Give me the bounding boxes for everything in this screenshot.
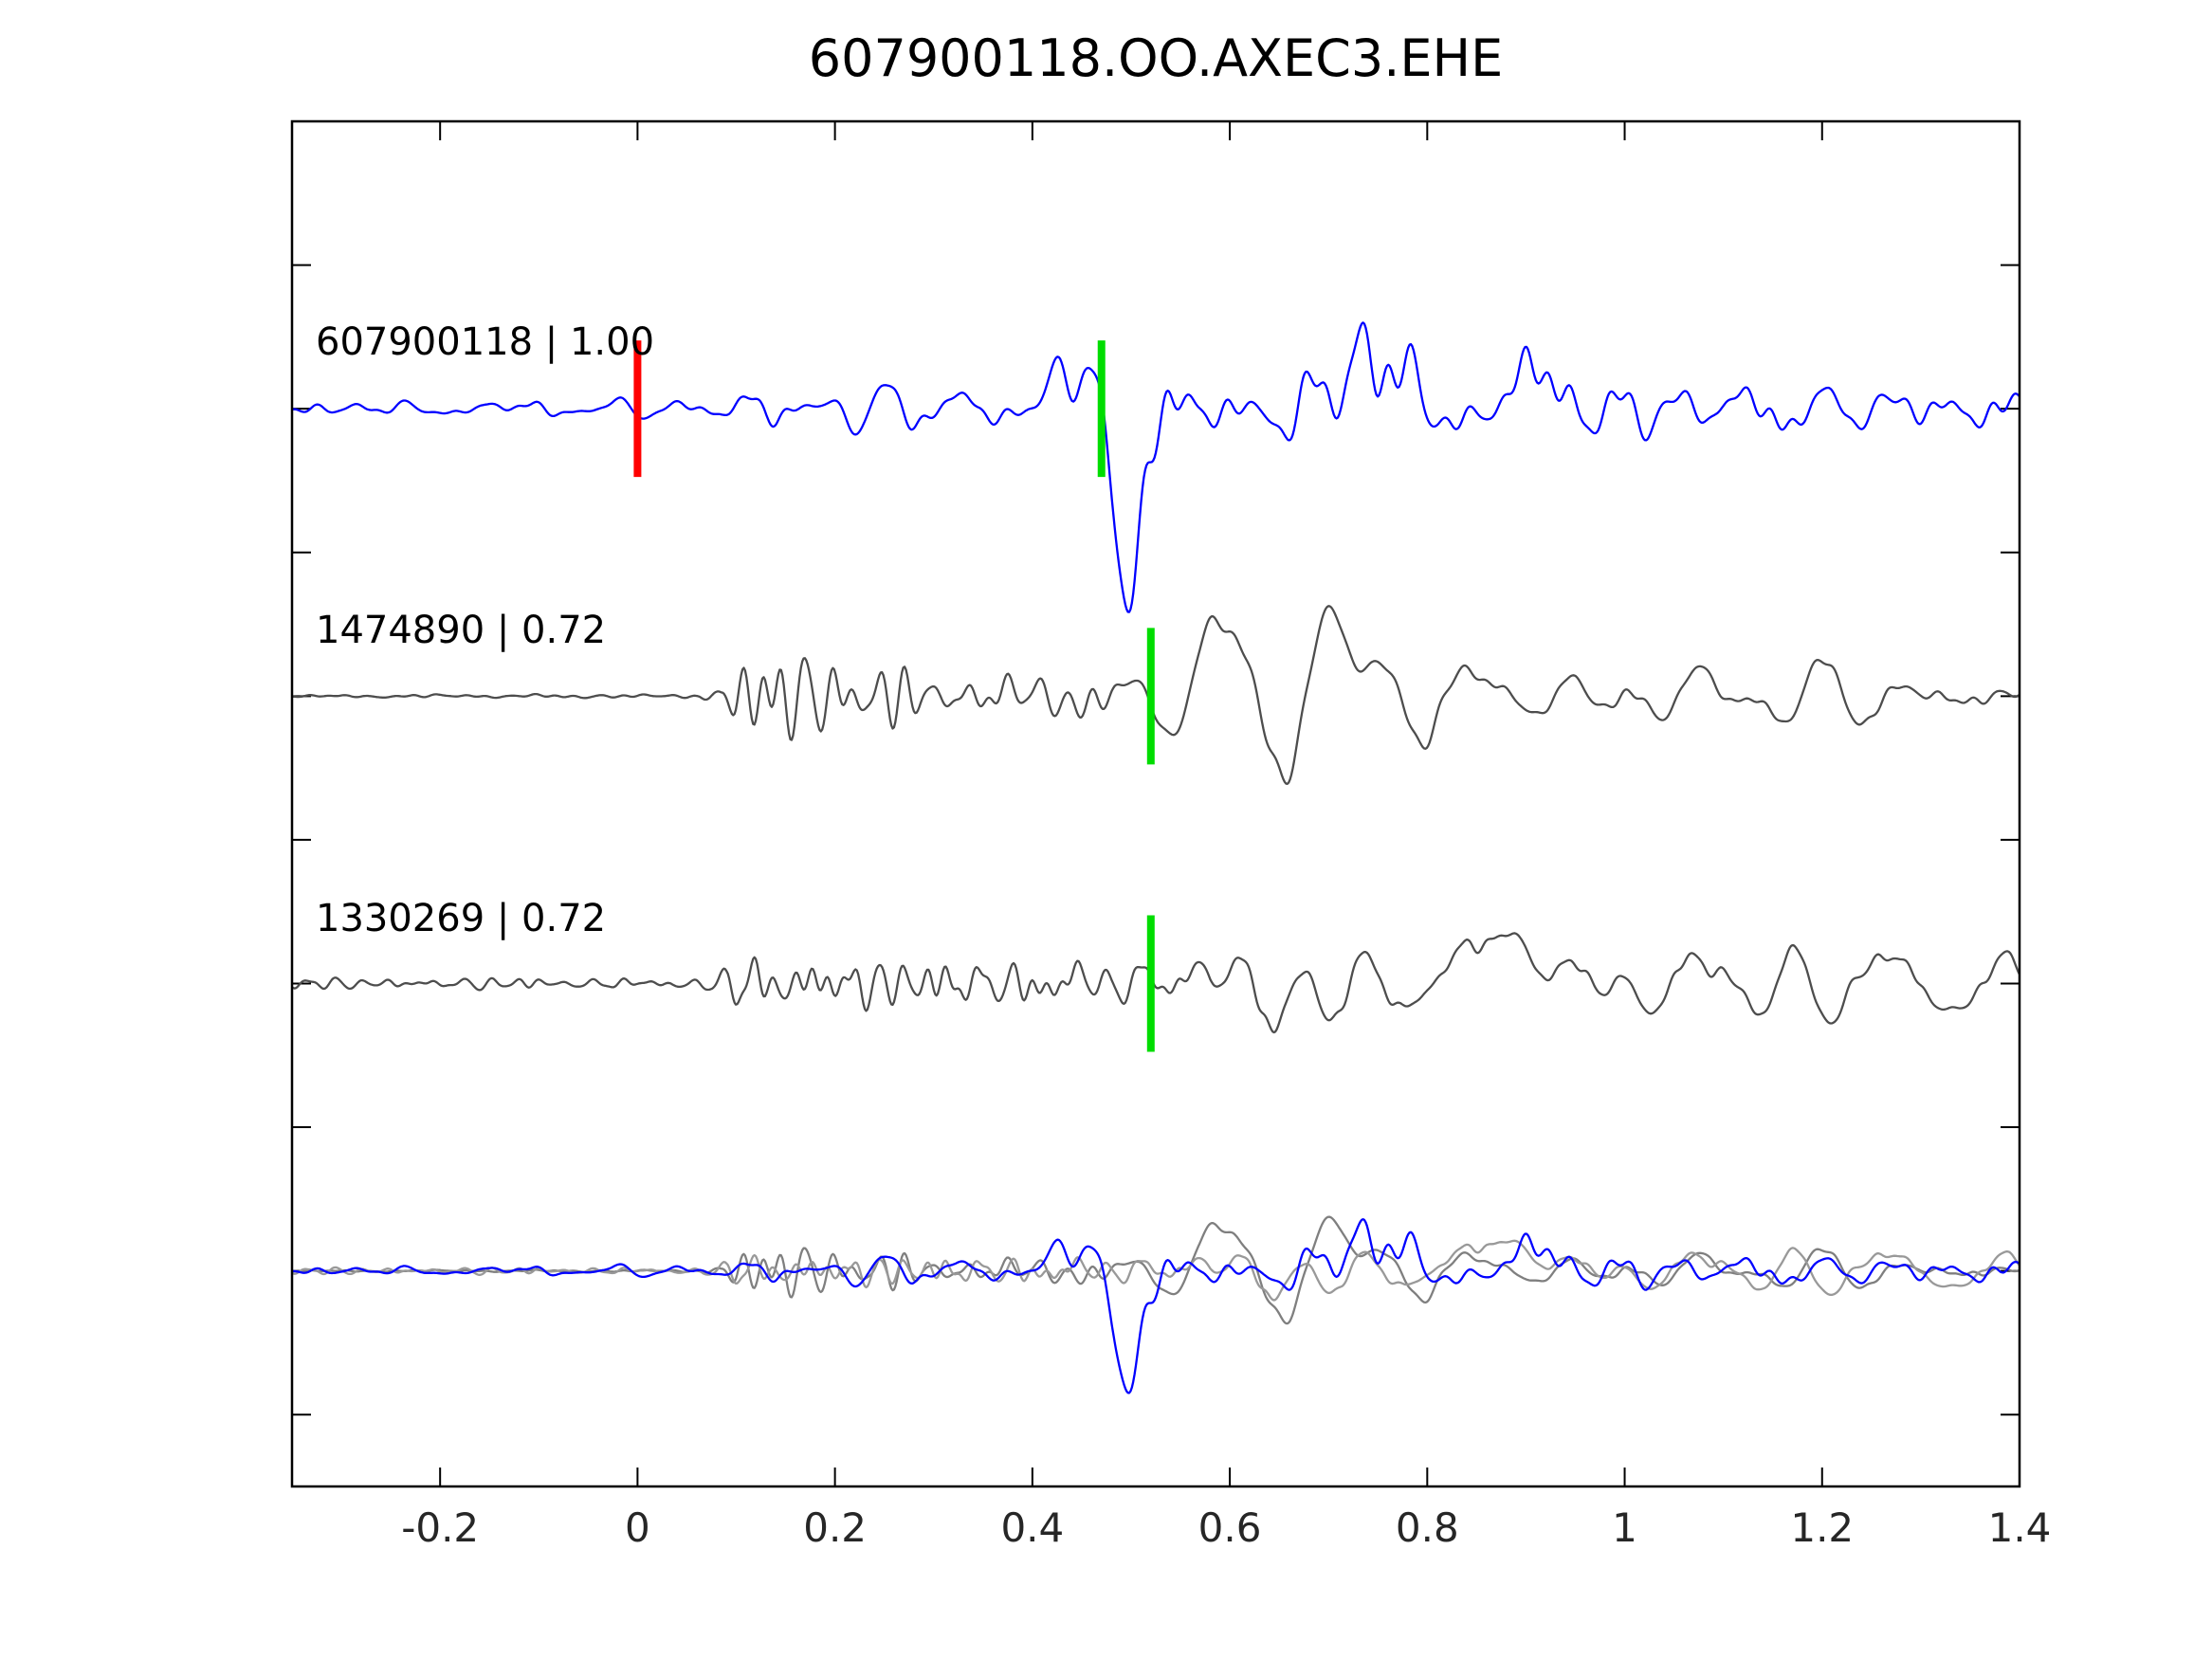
waveform-trace-1474890-row2 xyxy=(292,605,2020,785)
waveform-trace-1330269-row1 xyxy=(292,932,2020,1034)
trace-label-match-1: 1474890 | 0.72 xyxy=(316,609,607,652)
x-tick-label: 1.4 xyxy=(1988,1504,2052,1551)
x-tick-label: 1 xyxy=(1612,1504,1637,1551)
x-tick-label: 0.6 xyxy=(1198,1504,1262,1551)
x-tick-label: 0.8 xyxy=(1396,1504,1459,1551)
trace-label-match-2: 1330269 | 0.72 xyxy=(316,897,607,940)
waveform-trace-1474890-row0 xyxy=(292,1215,2020,1325)
plot-border xyxy=(290,119,2021,1488)
trace-label-reference: 607900118 | 1.00 xyxy=(316,320,655,364)
x-tick-label: 0 xyxy=(625,1504,650,1551)
figure-title: 607900118.OO.AXEC3.EHE xyxy=(808,28,1504,88)
x-tick-label: -0.2 xyxy=(401,1504,479,1551)
x-tick-label: 0.2 xyxy=(803,1504,867,1551)
waveform-trace-607900118-row3 xyxy=(292,321,2020,613)
waveform-trace-607900118-row0 xyxy=(292,1217,2020,1395)
x-tick-label: 1.2 xyxy=(1790,1504,1854,1551)
x-tick-label: 0.4 xyxy=(1000,1504,1064,1551)
waveform-trace-1330269-row0 xyxy=(292,1239,2020,1302)
